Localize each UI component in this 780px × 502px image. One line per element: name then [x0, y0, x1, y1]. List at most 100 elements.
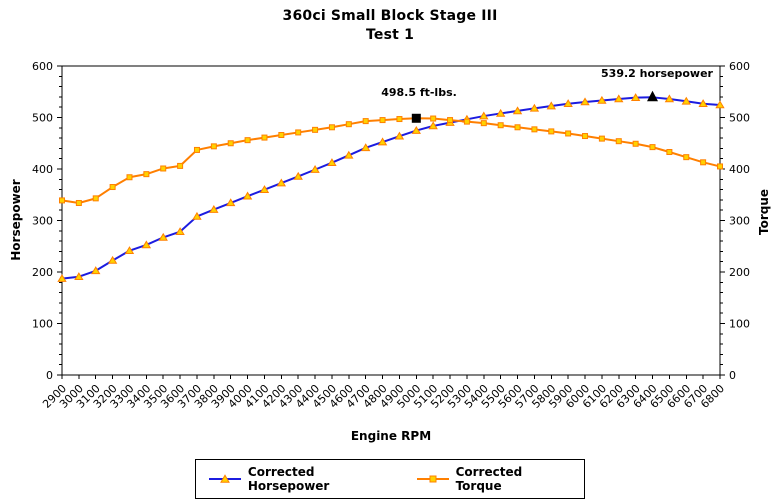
horsepower-point-marker	[107, 255, 118, 264]
peak-horsepower-marker-icon	[647, 90, 659, 102]
x-axis-label: Engine RPM	[350, 429, 432, 443]
y-tick-label: 200	[32, 266, 53, 279]
torque-point-marker	[396, 116, 403, 123]
torque-point-marker	[92, 195, 99, 202]
torque-point-marker	[210, 143, 217, 150]
torque-point-marker	[261, 134, 268, 141]
torque-point-marker	[177, 162, 184, 169]
torque-point-marker	[565, 130, 572, 137]
horsepower-point-marker	[276, 178, 287, 187]
horsepower-point-marker	[310, 165, 320, 173]
legend-label-torque: Corrected Torque	[455, 465, 523, 493]
y-tick-label: 500	[729, 112, 750, 125]
torque-point-marker	[598, 135, 605, 142]
horsepower-point-marker	[57, 274, 67, 282]
torque-point-marker	[480, 120, 487, 127]
horsepower-point-marker	[428, 121, 438, 130]
horsepower-line	[61, 96, 721, 280]
peak-torque-annotation: 498.5 ft-lbs.	[381, 86, 457, 99]
horsepower-point-marker	[226, 198, 236, 207]
horsepower-point-marker	[361, 143, 371, 152]
torque-point-marker	[143, 171, 150, 178]
horsepower-point-marker	[394, 131, 405, 140]
legend-item-horsepower: Corrected Horsepower	[208, 465, 400, 493]
horsepower-point-marker	[293, 171, 303, 180]
chart-plot-area: 0 100 200 300 400 500 600 0 100 200 300 400 500 600 29…	[32, 60, 750, 411]
torque-point-marker	[312, 126, 319, 133]
horsepower-point-marker	[597, 95, 607, 104]
horsepower-point-marker	[698, 99, 708, 107]
horsepower-point-marker	[141, 240, 152, 249]
horsepower-point-marker	[495, 108, 506, 117]
y-axis-label-left: Horsepower	[9, 179, 23, 261]
torque-point-marker	[548, 128, 555, 135]
torque-point-marker	[615, 138, 622, 145]
torque-line	[61, 117, 721, 204]
torque-point-marker	[531, 126, 538, 133]
torque-point-marker	[514, 124, 521, 131]
horsepower-point-marker	[175, 227, 185, 235]
torque-point-marker	[109, 184, 116, 191]
torque-point-marker	[328, 124, 335, 131]
torque-point-marker	[666, 149, 673, 156]
horsepower-point-marker	[630, 93, 641, 101]
torque-point-marker	[582, 133, 589, 140]
horsepower-point-marker	[479, 111, 489, 120]
y-axis-right: 0 100 200 300 400 500 600	[720, 60, 750, 382]
y-tick-label: 0	[729, 369, 736, 382]
torque-point-marker	[430, 115, 437, 122]
torque-point-marker	[362, 118, 369, 125]
peak-horsepower-annotation: 539.2 horsepower	[601, 67, 713, 80]
torque-point-marker	[447, 117, 454, 124]
y-tick-label: 500	[32, 112, 53, 125]
horsepower-point-marker	[344, 150, 354, 159]
series-torque	[59, 115, 723, 206]
horsepower-point-marker	[158, 232, 168, 241]
horsepower-point-marker	[411, 126, 421, 134]
horsepower-point-marker	[681, 96, 691, 105]
torque-point-marker	[345, 121, 352, 128]
horsepower-point-marker	[377, 137, 388, 146]
horsepower-point-marker	[715, 100, 725, 109]
torque-point-marker	[295, 129, 302, 136]
plot-border	[61, 65, 721, 376]
y-tick-label: 0	[46, 369, 53, 382]
torque-point-marker	[717, 163, 723, 170]
torque-point-marker	[278, 132, 285, 139]
torque-line-icon	[416, 475, 449, 483]
torque-point-marker	[244, 137, 251, 144]
y-tick-label: 300	[32, 215, 53, 228]
torque-point-marker	[632, 140, 639, 147]
horsepower-point-marker	[242, 191, 253, 200]
x-axis: 2900300031003200330034003500360037003800…	[40, 375, 727, 411]
y-tick-label: 100	[729, 318, 750, 331]
legend-label-horsepower: Corrected Horsepower	[247, 465, 330, 493]
horsepower-point-marker	[512, 106, 523, 115]
y-tick-label: 600	[32, 60, 53, 73]
horsepower-point-marker	[124, 246, 135, 255]
horsepower-point-marker	[91, 266, 101, 275]
torque-point-marker	[497, 122, 504, 129]
y-tick-label: 200	[729, 266, 750, 279]
torque-point-marker	[379, 117, 386, 124]
torque-point-marker	[649, 144, 656, 151]
chart-title: 360ci Small Block Stage III	[282, 8, 498, 24]
torque-point-marker	[59, 197, 65, 204]
horsepower-point-marker	[192, 211, 202, 220]
horsepower-point-marker	[546, 101, 556, 110]
horsepower-line-icon	[209, 474, 241, 483]
y-axis-left: 0 100 200 300 400 500 600	[32, 60, 62, 382]
y-tick-label: 100	[32, 318, 53, 331]
horsepower-point-marker	[529, 103, 540, 112]
torque-point-marker	[75, 199, 82, 206]
torque-point-marker	[126, 174, 133, 181]
torque-point-marker	[700, 159, 707, 166]
y-tick-label: 400	[729, 163, 750, 176]
y-tick-label: 400	[32, 163, 53, 176]
torque-point-marker	[683, 154, 690, 161]
y-tick-label: 600	[729, 60, 750, 73]
peak-torque-marker-icon	[411, 113, 421, 123]
horsepower-point-marker	[614, 94, 624, 103]
horsepower-point-marker	[74, 272, 84, 281]
horsepower-point-marker	[327, 158, 337, 167]
